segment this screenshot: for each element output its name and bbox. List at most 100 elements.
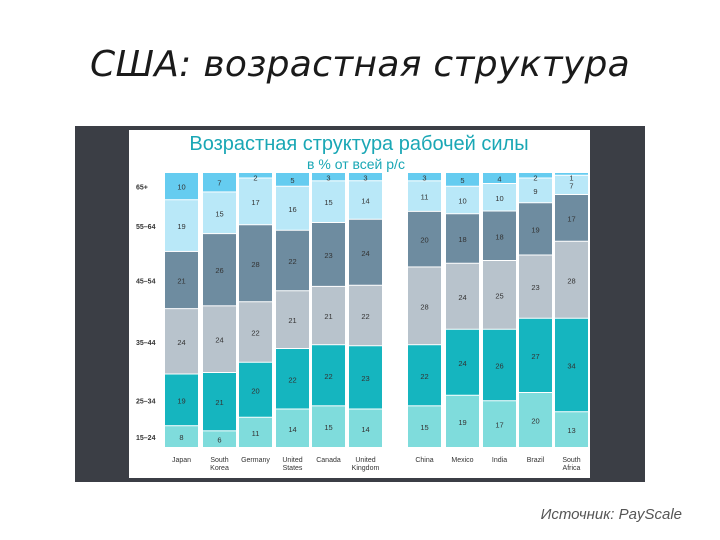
data-label-south-korea-65: 7	[217, 179, 221, 188]
data-label-south-africa-15-24: 13	[567, 426, 575, 435]
bar-segment-south-korea-15-24	[203, 431, 236, 447]
bar-stack-japan: 8 19 24 21 19 10	[165, 173, 198, 447]
data-label-united-kingdom-25-34: 23	[361, 374, 369, 383]
bar-segment-south-korea-65	[203, 173, 236, 192]
bar-segment-china-55-64	[408, 181, 441, 211]
bar-segment-japan-25-34	[165, 374, 198, 426]
bar-stacks: 8192421191062124261571120222817214222122…	[165, 173, 588, 447]
bar-segment-germany-65	[239, 173, 272, 178]
data-label-india-25-34: 26	[495, 362, 503, 371]
bar-stack-india: 17 26 25 18 10 4	[483, 173, 516, 447]
data-label-south-africa-25-34: 34	[567, 362, 575, 371]
data-label-canada-15-24: 15	[324, 423, 332, 432]
bar-segment-germany-45-54	[239, 225, 272, 302]
data-label-brazil-15-24: 20	[531, 417, 539, 426]
data-label-china-55-64: 11	[421, 193, 429, 202]
bar-segment-united-states-35-44	[276, 291, 309, 348]
source-note: Источник: PayScale	[540, 506, 682, 523]
chart-subtitle: в % от всей р/с	[307, 156, 405, 172]
bar-segment-brazil-25-34	[519, 318, 552, 392]
data-label-south-africa-65: 1	[569, 174, 573, 183]
bar-segment-united-states-25-34	[276, 349, 309, 409]
data-label-south-africa-35-44: 28	[567, 276, 575, 285]
age-group-label-35-44: 35–44	[136, 340, 156, 347]
bar-stack-united-kingdom: 14 23 22 24 14 3	[349, 173, 382, 447]
bar-stack-china: 15 22 28 20 11 3	[408, 173, 441, 447]
data-label-brazil-55-64: 9	[533, 187, 537, 196]
bar-segment-mexico-65	[446, 173, 479, 186]
bar-segment-china-35-44	[408, 267, 441, 345]
chart-title: Возрастная структура рабочей силы	[189, 133, 528, 155]
bar-stack-mexico: 19 24 24 18 10 5	[446, 173, 479, 447]
data-label-germany-45-54: 28	[251, 260, 259, 269]
bar-segment-canada-35-44	[312, 286, 345, 345]
data-label-india-65: 4	[497, 175, 501, 184]
data-label-canada-25-34: 22	[324, 372, 332, 381]
bar-segment-germany-55-64	[239, 178, 272, 225]
country-label-india: India	[492, 457, 507, 464]
data-label-south-africa-55-64: 7	[569, 181, 573, 190]
bar-segment-china-25-34	[408, 345, 441, 406]
bar-segment-south-korea-45-54	[203, 234, 236, 306]
bar-segment-united-kingdom-15-24	[349, 409, 382, 447]
bar-segment-india-55-64	[483, 184, 516, 211]
bar-segment-china-15-24	[408, 406, 441, 447]
bar-segment-india-45-54	[483, 211, 516, 260]
data-label-germany-25-34: 20	[251, 386, 259, 395]
data-label-united-states-65: 5	[290, 176, 294, 185]
data-label-japan-65: 10	[177, 183, 185, 192]
bar-segment-mexico-55-64	[446, 186, 479, 214]
bar-segment-germany-25-34	[239, 362, 272, 417]
bar-segment-south-africa-65	[555, 173, 588, 175]
bar-segment-united-kingdom-45-54	[349, 219, 382, 285]
country-label-south-africa: South Africa	[562, 457, 580, 472]
data-label-united-kingdom-15-24: 14	[361, 425, 369, 434]
bar-segment-south-korea-55-64	[203, 192, 236, 234]
country-label-china: China	[415, 457, 433, 464]
country-label-germany: Germany	[241, 457, 270, 464]
bar-segment-united-states-45-54	[276, 230, 309, 291]
bar-segment-united-states-55-64	[276, 186, 309, 230]
data-label-united-states-35-44: 21	[288, 316, 296, 325]
data-label-mexico-15-24: 19	[458, 418, 466, 427]
data-label-india-55-64: 10	[495, 194, 503, 203]
data-label-united-kingdom-65: 3	[363, 174, 367, 183]
bar-segment-japan-65	[165, 173, 198, 200]
country-label-canada: Canada	[316, 457, 341, 464]
bar-segment-china-45-54	[408, 211, 441, 267]
data-label-united-kingdom-35-44: 22	[361, 312, 369, 321]
age-group-labels: 15–24 25–34 35–44 45–54 55–64 65+	[136, 185, 156, 442]
bar-segment-south-korea-25-34	[203, 373, 236, 431]
bar-segment-germany-15-24	[239, 417, 272, 447]
bar-segment-brazil-65	[519, 173, 552, 178]
bar-segment-brazil-35-44	[519, 255, 552, 318]
bar-segment-south-africa-35-44	[555, 241, 588, 318]
bar-stack-germany: 11 20 22 28 17 2	[239, 173, 272, 447]
bar-segment-india-65	[483, 173, 516, 183]
age-group-label-25-34: 25–34	[136, 398, 156, 405]
bar-segment-south-africa-25-34	[555, 318, 588, 412]
age-group-label-55-64: 55–64	[136, 224, 156, 231]
bar-segment-united-kingdom-65	[349, 173, 382, 181]
bar-stack-united-states: 14 22 21 22 16 5	[276, 173, 309, 447]
bar-segment-brazil-55-64	[519, 178, 552, 203]
bar-segment-japan-55-64	[165, 200, 198, 251]
age-group-label-45-54: 45–54	[136, 279, 156, 286]
country-label-brazil: Brazil	[527, 457, 545, 464]
bar-segment-mexico-35-44	[446, 263, 479, 329]
bar-segment-mexico-25-34	[446, 329, 479, 395]
data-label-canada-35-44: 21	[324, 312, 332, 321]
data-label-japan-15-24: 8	[179, 433, 183, 442]
data-label-mexico-65: 5	[460, 176, 464, 185]
data-label-germany-15-24: 11	[252, 429, 260, 438]
country-labels: Japan South Korea Germany United States Canada…	[172, 457, 581, 472]
country-label-united-states: United States	[282, 457, 303, 472]
bar-segment-brazil-15-24	[519, 393, 552, 447]
bar-segment-india-35-44	[483, 261, 516, 329]
data-label-south-korea-35-44: 24	[215, 336, 223, 345]
bar-segment-south-africa-45-54	[555, 195, 588, 241]
data-label-mexico-55-64: 10	[458, 197, 466, 206]
bar-segment-japan-15-24	[165, 426, 198, 447]
bar-segment-canada-65	[312, 173, 345, 181]
